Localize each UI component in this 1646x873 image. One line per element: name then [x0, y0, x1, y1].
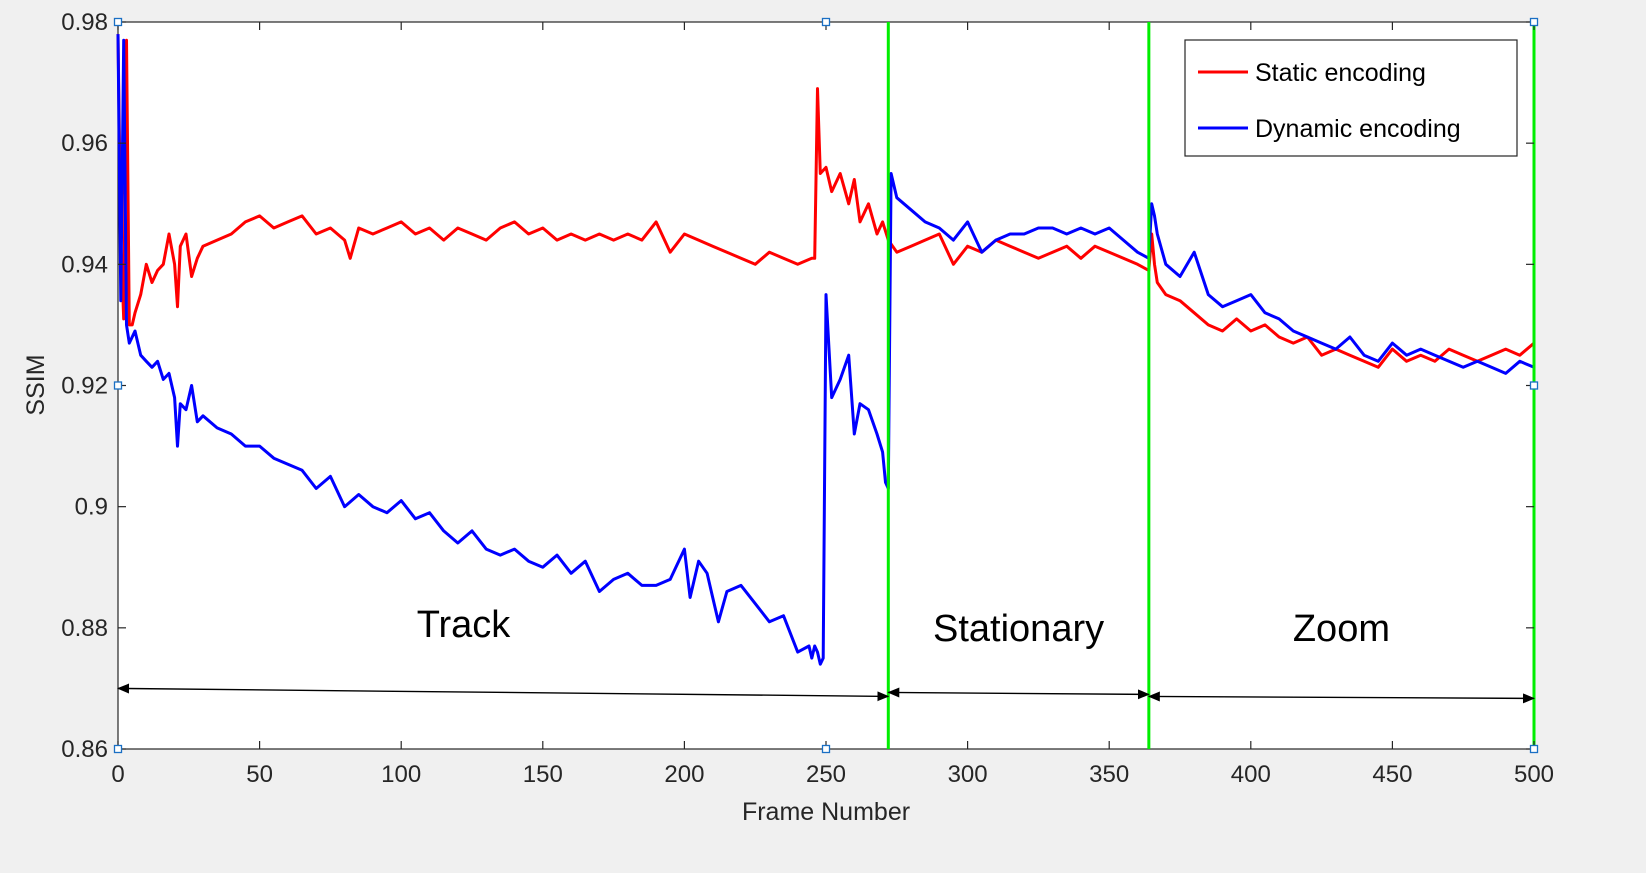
region-arrow — [1147, 691, 1535, 704]
annotation-layer: Track Stationary Zoom — [117, 604, 1535, 704]
legend: Static encoding Dynamic encoding — [1184, 39, 1518, 157]
legend-box — [1184, 39, 1518, 157]
resize-handle[interactable] — [821, 744, 831, 754]
resize-handle[interactable] — [1529, 17, 1539, 27]
x-tick-label: 150 — [523, 761, 563, 788]
x-tick-label: 0 — [111, 761, 124, 788]
x-axis-title: Frame Number — [742, 798, 910, 826]
x-tick-label: 200 — [664, 761, 704, 788]
x-tick-label: 100 — [381, 761, 421, 788]
region-arrow — [117, 683, 890, 702]
region-label: Track — [417, 604, 512, 646]
y-axis-title: SSIM — [22, 354, 50, 415]
legend-label-static: Static encoding — [1255, 59, 1426, 87]
region-label: Stationary — [933, 608, 1104, 650]
series-layer — [116, 34, 1535, 666]
resize-handle[interactable] — [113, 744, 123, 754]
series-line-static — [116, 34, 1535, 369]
y-tick-label: 0.98 — [61, 9, 108, 36]
y-tick-label: 0.96 — [61, 130, 108, 157]
y-tick-label: 0.94 — [61, 251, 108, 278]
x-tick-label: 350 — [1089, 761, 1129, 788]
x-tick-label: 300 — [948, 761, 988, 788]
resize-handle[interactable] — [1529, 381, 1539, 390]
resize-handle[interactable] — [113, 381, 123, 390]
y-tick-label: 0.88 — [61, 615, 108, 642]
y-tick-label: 0.86 — [61, 736, 108, 763]
x-tick-label: 450 — [1372, 761, 1412, 788]
x-tick-label: 400 — [1231, 761, 1271, 788]
axis-layer: 0 50 100 150 200 250 300 350 400 450 500 0.86 0.88 0.… — [61, 9, 1554, 788]
legend-label-dynamic: Dynamic encoding — [1255, 115, 1461, 143]
resize-handle[interactable] — [113, 17, 123, 27]
series-line-dynamic — [116, 34, 1535, 666]
resize-handle[interactable] — [821, 17, 831, 27]
x-tick-label: 500 — [1514, 761, 1554, 788]
y-tick-label: 0.92 — [61, 373, 108, 400]
region-arrow — [887, 687, 1150, 700]
resize-handle[interactable] — [1529, 744, 1539, 754]
x-tick-label: 50 — [246, 761, 273, 788]
x-tick-label: 250 — [806, 761, 846, 788]
region-label: Zoom — [1293, 608, 1390, 650]
y-tick-label: 0.9 — [75, 494, 108, 521]
